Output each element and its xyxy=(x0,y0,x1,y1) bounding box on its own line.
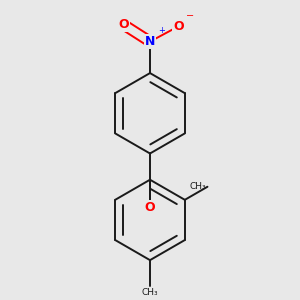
Text: O: O xyxy=(145,201,155,214)
Text: O: O xyxy=(118,18,129,31)
Text: CH₃: CH₃ xyxy=(142,288,158,297)
Text: −: − xyxy=(186,11,194,21)
Text: N: N xyxy=(145,35,155,48)
Text: CH₃: CH₃ xyxy=(189,182,206,191)
Text: +: + xyxy=(158,26,165,35)
Text: O: O xyxy=(173,20,184,33)
